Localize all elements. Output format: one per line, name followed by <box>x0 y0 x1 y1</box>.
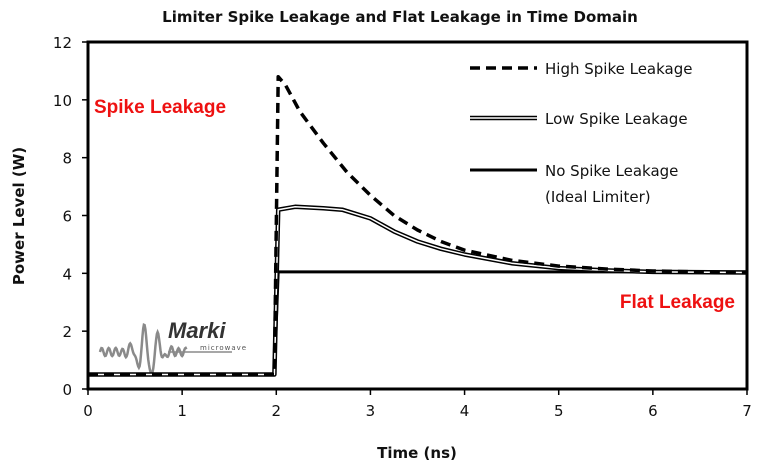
legend-label: No Spike Leakage (Ideal Limiter) <box>545 162 678 206</box>
y-tick-label: 8 <box>62 150 72 168</box>
y-tick-label: 2 <box>62 323 72 341</box>
legend: High Spike Leakage Low Spike Leakage No Sp… <box>470 60 692 206</box>
y-tick-label: 4 <box>62 265 72 283</box>
logo-waveform-icon <box>98 323 188 375</box>
x-axis-label: Time (ns) <box>377 444 457 462</box>
x-axis-ticks: 0 1 2 3 4 5 6 7 <box>83 389 752 420</box>
y-tick-label: 10 <box>53 92 72 110</box>
legend-label: Low Spike Leakage <box>545 110 688 128</box>
annotations: Spike Leakage Flat Leakage <box>94 97 735 313</box>
y-axis-ticks: 0 2 4 6 8 10 12 <box>53 34 88 399</box>
x-tick-label: 2 <box>272 402 282 420</box>
series-line-low-spike-inner <box>88 206 748 376</box>
legend-label: High Spike Leakage <box>545 60 692 78</box>
y-tick-label: 12 <box>53 34 72 52</box>
x-tick-label: 5 <box>554 402 564 420</box>
x-tick-label: 0 <box>83 402 93 420</box>
x-tick-label: 4 <box>460 402 470 420</box>
x-tick-label: 1 <box>177 402 187 420</box>
chart-title: Limiter Spike Leakage and Flat Leakage i… <box>162 8 638 26</box>
x-tick-label: 3 <box>366 402 376 420</box>
y-axis-label: Power Level (W) <box>10 147 28 285</box>
series-line-low-spike-outer <box>88 204 748 377</box>
y-tick-label: 0 <box>62 381 72 399</box>
annotation-flat-leakage: Flat Leakage <box>620 292 735 313</box>
series-line-high-spike <box>88 74 748 377</box>
annotation-spike-leakage: Spike Leakage <box>94 97 226 118</box>
series-group <box>88 74 748 377</box>
y-tick-label: 6 <box>62 208 72 226</box>
x-tick-label: 7 <box>742 402 752 420</box>
logo-text: Marki <box>168 318 226 343</box>
x-tick-label: 6 <box>648 402 658 420</box>
logo-subtext: microwave <box>200 344 247 352</box>
